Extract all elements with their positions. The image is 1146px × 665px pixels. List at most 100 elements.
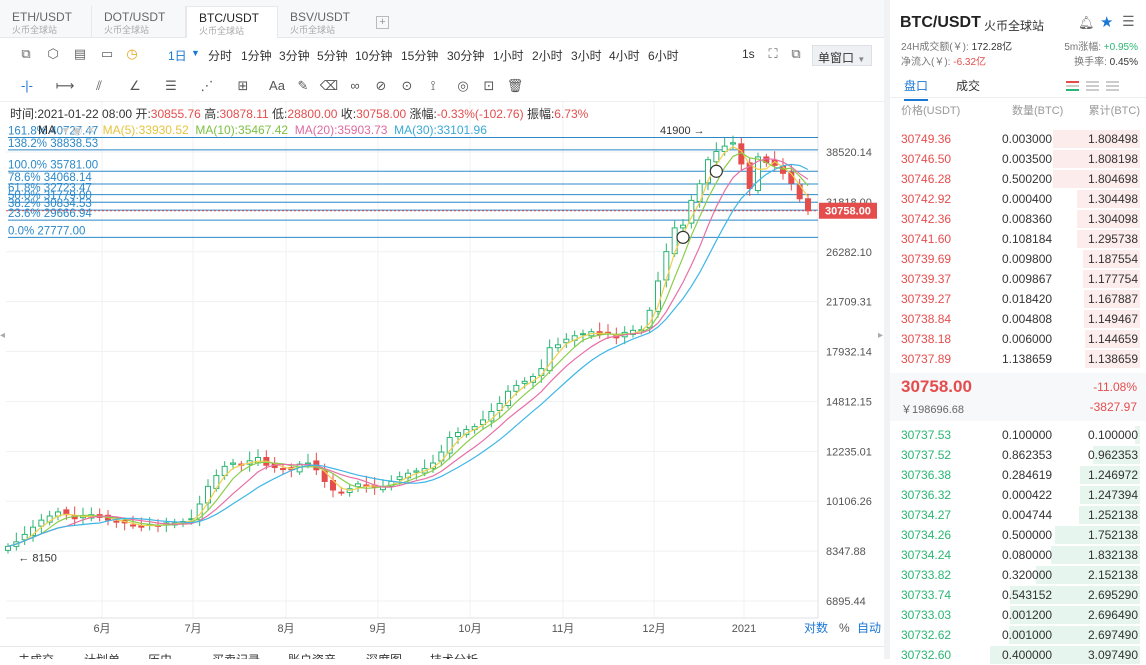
ask-row[interactable]: 30739.69 0.009800 1.187554 <box>890 249 1146 269</box>
ask-row[interactable]: 30739.27 0.018420 1.167887 <box>890 289 1146 309</box>
line-tool-icon[interactable]: ⟼ <box>55 78 75 93</box>
bid-row[interactable]: 30732.62 0.001000 2.697490 <box>890 625 1146 645</box>
eye-icon[interactable]: ◎ <box>457 78 469 93</box>
ask-row[interactable]: 30741.60 0.108184 1.295738 <box>890 229 1146 249</box>
tab-btc-usdt[interactable]: BTC/USDT 火币全球站 <box>186 6 278 38</box>
tab-trades[interactable]: 成交 <box>956 79 981 93</box>
bid-row[interactable]: 30734.27 0.004744 1.252138 <box>890 505 1146 525</box>
interval-3m[interactable]: 3分钟 <box>279 49 310 63</box>
interval-2h[interactable]: 2小时 <box>532 49 563 63</box>
ask-row[interactable]: 30742.36 0.008360 1.304098 <box>890 209 1146 229</box>
period-select[interactable]: 1日 <box>168 49 187 63</box>
link-icon[interactable]: ∞ <box>350 78 360 93</box>
row-price: 30742.36 <box>901 212 952 226</box>
bid-row[interactable]: 30733.03 0.001200 2.696490 <box>890 605 1146 625</box>
parallel-tool-icon[interactable]: ⫽ <box>96 78 102 93</box>
visibility-icon[interactable]: ⊡ <box>483 78 495 93</box>
ma-dropdown-icon[interactable]: ▾ <box>62 123 69 137</box>
chart-type-icon[interactable]: ⧉ <box>21 46 31 61</box>
fib-level-label: 38.2% 30834.53 <box>8 198 92 210</box>
interval-30m[interactable]: 30分钟 <box>447 49 485 63</box>
fullscreen-icon[interactable]: ⛶ <box>768 46 778 61</box>
depth-bar <box>1093 446 1140 464</box>
tab-history[interactable]: 历史 <box>148 651 172 659</box>
ask-row[interactable]: 30738.18 0.006000 1.144659 <box>890 329 1146 349</box>
ask-row[interactable]: 30739.37 0.009867 1.177754 <box>890 269 1146 289</box>
menu-icon[interactable]: ☰ <box>1122 13 1135 29</box>
interval-1m[interactable]: 1分钟 <box>241 49 272 63</box>
bid-row[interactable]: 30734.26 0.500000 1.752138 <box>890 525 1146 545</box>
lock-icon[interactable]: ⊙ <box>401 78 413 93</box>
ask-row[interactable]: 30746.28 0.500200 1.804698 <box>890 169 1146 189</box>
settings-icon[interactable]: ⬡ <box>47 46 59 61</box>
tab-eth-usdt[interactable]: ETH/USDT 火币全球站 <box>0 6 92 38</box>
ask-row[interactable]: 30749.36 0.003000 1.808498 <box>890 129 1146 149</box>
tab-dot-usdt[interactable]: DOT/USDT 火币全球站 <box>92 6 186 38</box>
eye-icon[interactable]: ◉ <box>72 123 83 137</box>
interval-4h[interactable]: 4小时 <box>609 49 640 63</box>
interval-3h[interactable]: 3小时 <box>571 49 602 63</box>
crosshair-icon[interactable]: -|- <box>20 78 34 93</box>
axis-log-toggle: 对数 <box>804 620 828 635</box>
interval-15m[interactable]: 15分钟 <box>401 49 439 63</box>
bid-row[interactable]: 30737.52 0.862353 0.962353 <box>890 445 1146 465</box>
tab-depth-chart[interactable]: 深度图 <box>366 651 402 659</box>
brush-icon[interactable]: ✎ <box>297 78 309 93</box>
layout-asks-icon[interactable] <box>1086 81 1099 92</box>
interval-6h[interactable]: 6小时 <box>648 49 679 63</box>
magnet-icon[interactable]: ⊘ <box>375 78 387 93</box>
ask-row[interactable]: 30738.84 0.004808 1.149467 <box>890 309 1146 329</box>
symbol-tab-bar: ETH/USDT 火币全球站 DOT/USDT 火币全球站 BTC/USDT 火… <box>0 0 884 38</box>
clock-icon[interactable]: ◷ <box>126 46 138 61</box>
interval-10m[interactable]: 10分钟 <box>355 49 393 63</box>
depth-bar <box>1083 290 1140 308</box>
bid-row[interactable]: 30737.53 0.100000 0.100000 <box>890 425 1146 445</box>
tab-orderbook[interactable]: 盘口 <box>904 77 929 101</box>
candlestick-chart[interactable]: 38520.1431818.0026282.1021709.3117932.14… <box>0 102 884 642</box>
layout-bids-icon[interactable] <box>1106 81 1119 92</box>
bid-row[interactable]: 30733.74 0.543152 2.695290 <box>890 585 1146 605</box>
indicator-icon[interactable]: ▤ <box>73 46 87 61</box>
interval-timeshare[interactable]: 分时 <box>208 49 233 63</box>
tab-trade-records[interactable]: 买卖记录 <box>212 651 260 659</box>
template-icon[interactable]: ▭ <box>100 46 114 61</box>
ask-row[interactable]: 30746.50 0.003500 1.808198 <box>890 149 1146 169</box>
tab-technical[interactable]: 技术分析 <box>430 651 478 659</box>
ask-row[interactable]: 30742.92 0.000400 1.304498 <box>890 189 1146 209</box>
tab-bsv-usdt[interactable]: BSV/USDT 火币全球站 <box>278 6 368 38</box>
panel-divider[interactable] <box>884 0 890 659</box>
refresh-speed[interactable]: 1s <box>742 47 755 61</box>
tab-plan-orders[interactable]: 计划单 <box>84 651 120 659</box>
star-icon[interactable]: ★ <box>1100 14 1114 31</box>
angle-tool-icon[interactable]: ∠ <box>129 78 141 93</box>
row-amount: 1.138659 <box>1002 352 1053 366</box>
ask-row[interactable]: 30737.89 1.138659 1.138659 <box>890 349 1146 369</box>
text-tool-icon[interactable]: Aa <box>269 78 285 93</box>
bid-row[interactable]: 30736.38 0.284619 1.246972 <box>890 465 1146 485</box>
grid-tool-icon[interactable]: ⊞ <box>237 78 249 93</box>
bell-icon[interactable]: 🔔︎ <box>1078 15 1095 30</box>
bid-row[interactable]: 30736.32 0.000422 1.247394 <box>890 485 1146 505</box>
interval-5m[interactable]: 5分钟 <box>317 49 348 63</box>
tab-open-orders[interactable]: 未成交 <box>18 651 54 659</box>
add-tab-icon[interactable]: + <box>376 16 389 29</box>
trash-icon[interactable]: 🗑 <box>506 78 524 93</box>
candle-body <box>130 524 136 527</box>
interval-1h[interactable]: 1小时 <box>493 49 524 63</box>
eraser-icon[interactable]: ⌫ <box>319 78 339 93</box>
row-price: 30746.50 <box>901 152 952 166</box>
measure-icon[interactable]: ⟟ <box>430 78 436 93</box>
close-icon[interactable]: ✕ <box>85 123 96 137</box>
window-mode-select[interactable]: 单窗口 ▼ <box>812 45 872 66</box>
layout-both-icon[interactable] <box>1066 81 1079 92</box>
row-price: 30739.27 <box>901 292 952 306</box>
bid-row[interactable]: 30732.60 0.400000 3.097490 <box>890 645 1146 665</box>
fib-tool-icon[interactable]: ☰ <box>165 78 177 93</box>
pattern-tool-icon[interactable]: ⋰ <box>200 78 214 93</box>
row-amount: 0.003500 <box>1002 152 1053 166</box>
window-mode-label: 单窗口 <box>818 51 855 65</box>
bid-row[interactable]: 30733.82 0.320000 2.152138 <box>890 565 1146 585</box>
bid-row[interactable]: 30734.24 0.080000 1.832138 <box>890 545 1146 565</box>
popout-icon[interactable]: ⧉ <box>791 46 801 61</box>
tab-account-assets[interactable]: 账户资产 <box>288 651 336 659</box>
